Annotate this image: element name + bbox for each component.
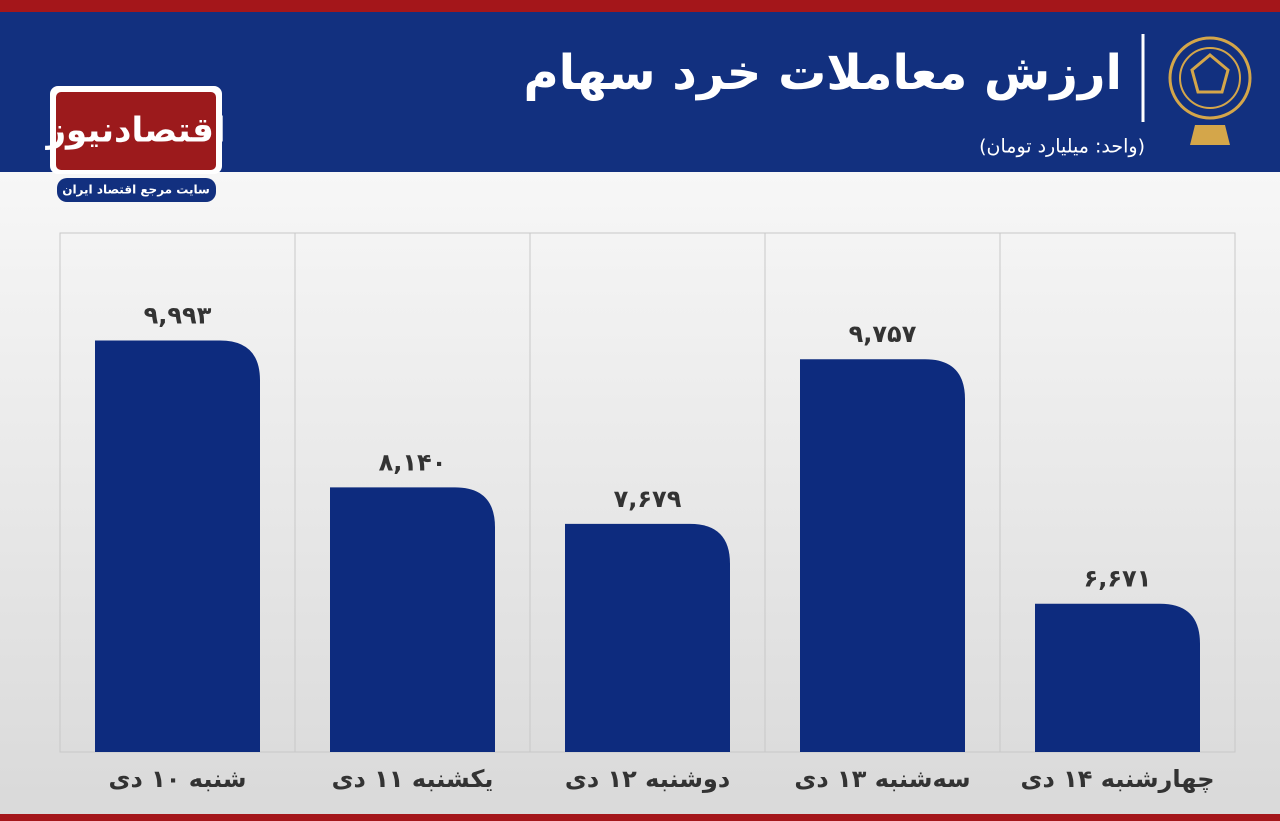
value-label: ۷,۶۷۹	[614, 485, 682, 513]
brand-tagline: سایت مرجع اقتصاد ایران	[62, 183, 210, 197]
value-label: ۶,۶۷۱	[1084, 565, 1152, 593]
tagline-box	[57, 178, 216, 202]
emblem	[1168, 36, 1252, 145]
x-tick-label: دوشنبه ۱۲ دی	[565, 765, 730, 793]
brand-name: اقتصادنیوز	[44, 111, 225, 151]
top-strip	[0, 0, 1280, 12]
bar	[565, 523, 730, 752]
value-label: ۹,۷۵۷	[849, 320, 917, 348]
x-tick-label: سه‌شنبه ۱۳ دی	[794, 765, 970, 793]
value-label: ۹,۹۹۳	[144, 302, 212, 330]
bar	[330, 487, 495, 752]
chart-subtitle: (واحد: میلیارد تومان)	[979, 136, 1145, 158]
chart-title: ارزش معاملات خرد سهام	[524, 45, 1123, 101]
brand-box	[56, 92, 216, 170]
bar	[95, 340, 260, 752]
x-tick-label: شنبه ۱۰ دی	[108, 765, 246, 793]
x-tick-label: یکشنبه ۱۱ دی	[332, 765, 494, 793]
value-label: ۸,۱۴۰	[379, 448, 447, 476]
bottom-strip	[0, 814, 1280, 821]
x-tick-label: چهارشنبه ۱۴ دی	[1020, 765, 1214, 793]
bar	[1035, 603, 1200, 752]
bar	[800, 359, 965, 752]
